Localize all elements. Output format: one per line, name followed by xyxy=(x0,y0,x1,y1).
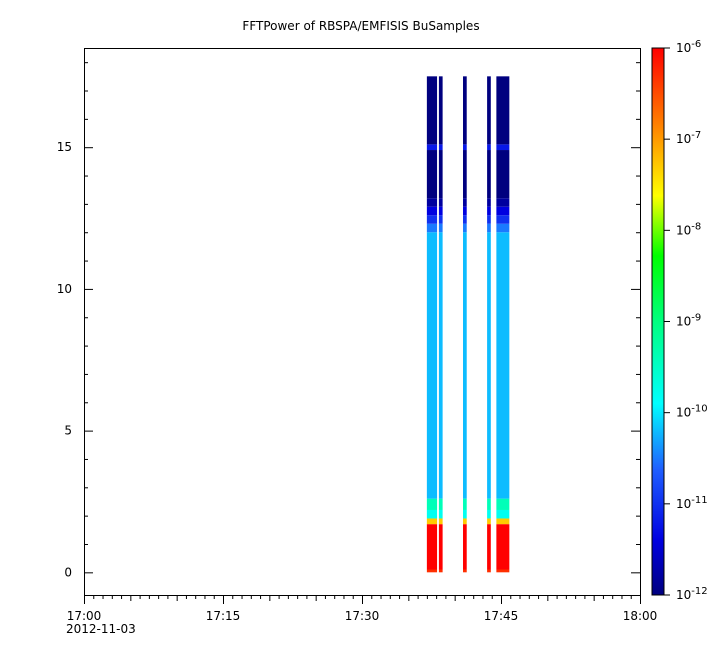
heatmap-cell xyxy=(426,206,438,216)
colorbar: 10-6 10-7 10-8 10-9 10-10 10-11 10-12 xyxy=(651,39,708,602)
heatmap-cell xyxy=(487,498,491,510)
heatmap-cell xyxy=(438,232,443,499)
heatmap-cell xyxy=(426,524,438,570)
heatmap-cell xyxy=(438,518,443,525)
heatmap-cell xyxy=(496,206,510,216)
heatmap-cell xyxy=(438,76,443,145)
heatmap-cell xyxy=(426,509,438,519)
heatmap-cell xyxy=(463,206,467,216)
heatmap-cell xyxy=(463,76,467,145)
y-tick-label: 10 xyxy=(57,282,72,296)
x-tick-label: 17:45 xyxy=(484,609,519,623)
heatmap-cell xyxy=(487,144,491,151)
heatmap-cell xyxy=(438,206,443,216)
heatmap-cell xyxy=(426,498,438,510)
heatmap-cell xyxy=(496,498,510,510)
heatmap-cell xyxy=(487,232,491,499)
heatmap-cell xyxy=(438,569,443,573)
heatmap-cell xyxy=(426,232,438,499)
x-tick-label: 18:00 xyxy=(623,609,658,623)
x-tick-label: 17:30 xyxy=(345,609,380,623)
heatmap-cell xyxy=(426,569,438,573)
heatmap-cell xyxy=(463,232,467,499)
heatmap-cell xyxy=(496,215,510,224)
chart-title: FFTPower of RBSPA/EMFISIS BuSamples xyxy=(242,19,479,33)
heatmap-cell xyxy=(487,509,491,519)
plot-frame xyxy=(84,48,641,596)
heatmap-cell xyxy=(463,518,467,525)
colorbar-tick-label: 10-7 xyxy=(676,130,701,146)
heatmap-cell xyxy=(487,206,491,216)
colorbar-tick-label: 10-8 xyxy=(676,221,701,237)
colorbar-tick-label: 10-11 xyxy=(676,495,708,511)
heatmap-cell xyxy=(463,150,467,199)
x-tick-label: 17:15 xyxy=(206,609,241,623)
heatmap-cell xyxy=(496,232,510,499)
x-axis: 17:00 17:15 17:30 17:45 18:00 xyxy=(67,595,658,623)
heatmap-cell xyxy=(463,524,467,570)
colorbar-tick-label: 10-10 xyxy=(676,404,708,420)
x-date-label: 2012-11-03 xyxy=(66,622,136,636)
y-tick-label: 5 xyxy=(64,424,72,438)
heatmap-cell xyxy=(438,509,443,519)
heatmap-cell xyxy=(463,569,467,573)
heatmap-cell xyxy=(426,215,438,224)
heatmap-cell xyxy=(426,76,438,145)
heatmap-cell xyxy=(426,144,438,151)
heatmap-cell xyxy=(438,150,443,199)
y-tick-label: 0 xyxy=(64,565,72,579)
heatmap-cell xyxy=(487,569,491,573)
heatmap-cell xyxy=(496,509,510,519)
colorbar-tick-label: 10-9 xyxy=(676,313,701,329)
heatmap-cell xyxy=(487,150,491,199)
heatmap-cell xyxy=(426,518,438,525)
heatmap-cell xyxy=(487,198,491,207)
heatmap-cell xyxy=(496,144,510,151)
heatmap-cell xyxy=(426,223,438,233)
heatmap-cell xyxy=(487,215,491,224)
heatmap-cell xyxy=(426,150,438,199)
heatmap-cell xyxy=(463,215,467,224)
heatmap-cell xyxy=(438,498,443,510)
heatmap-cell xyxy=(438,215,443,224)
heatmap-cell xyxy=(496,569,510,573)
plot-area xyxy=(426,76,510,573)
colorbar-tick-label: 10-6 xyxy=(676,39,701,55)
heatmap-cell xyxy=(496,150,510,199)
heatmap-cell xyxy=(426,198,438,207)
heatmap-cell xyxy=(496,76,510,145)
heatmap-cell xyxy=(487,223,491,233)
y-tick-label: 15 xyxy=(57,140,72,154)
heatmap-cell xyxy=(463,509,467,519)
heatmap-cell xyxy=(496,198,510,207)
heatmap-cell xyxy=(438,223,443,233)
heatmap-cell xyxy=(496,518,510,525)
heatmap-cell xyxy=(487,76,491,145)
y-axis: 0 5 10 15 xyxy=(57,62,640,579)
heatmap-cell xyxy=(487,518,491,525)
heatmap-cell xyxy=(438,524,443,570)
heatmap-cell xyxy=(463,223,467,233)
heatmap-cell xyxy=(463,498,467,510)
heatmap-cell xyxy=(438,198,443,207)
heatmap-cell xyxy=(463,144,467,151)
colorbar-gradient xyxy=(651,47,665,596)
heatmap-cell xyxy=(496,524,510,570)
colorbar-tick-label: 10-12 xyxy=(676,586,708,602)
heatmap-cell xyxy=(496,223,510,233)
heatmap-cell xyxy=(463,198,467,207)
heatmap-cell xyxy=(438,144,443,151)
x-tick-label: 17:00 xyxy=(67,609,102,623)
heatmap-cell xyxy=(487,524,491,570)
